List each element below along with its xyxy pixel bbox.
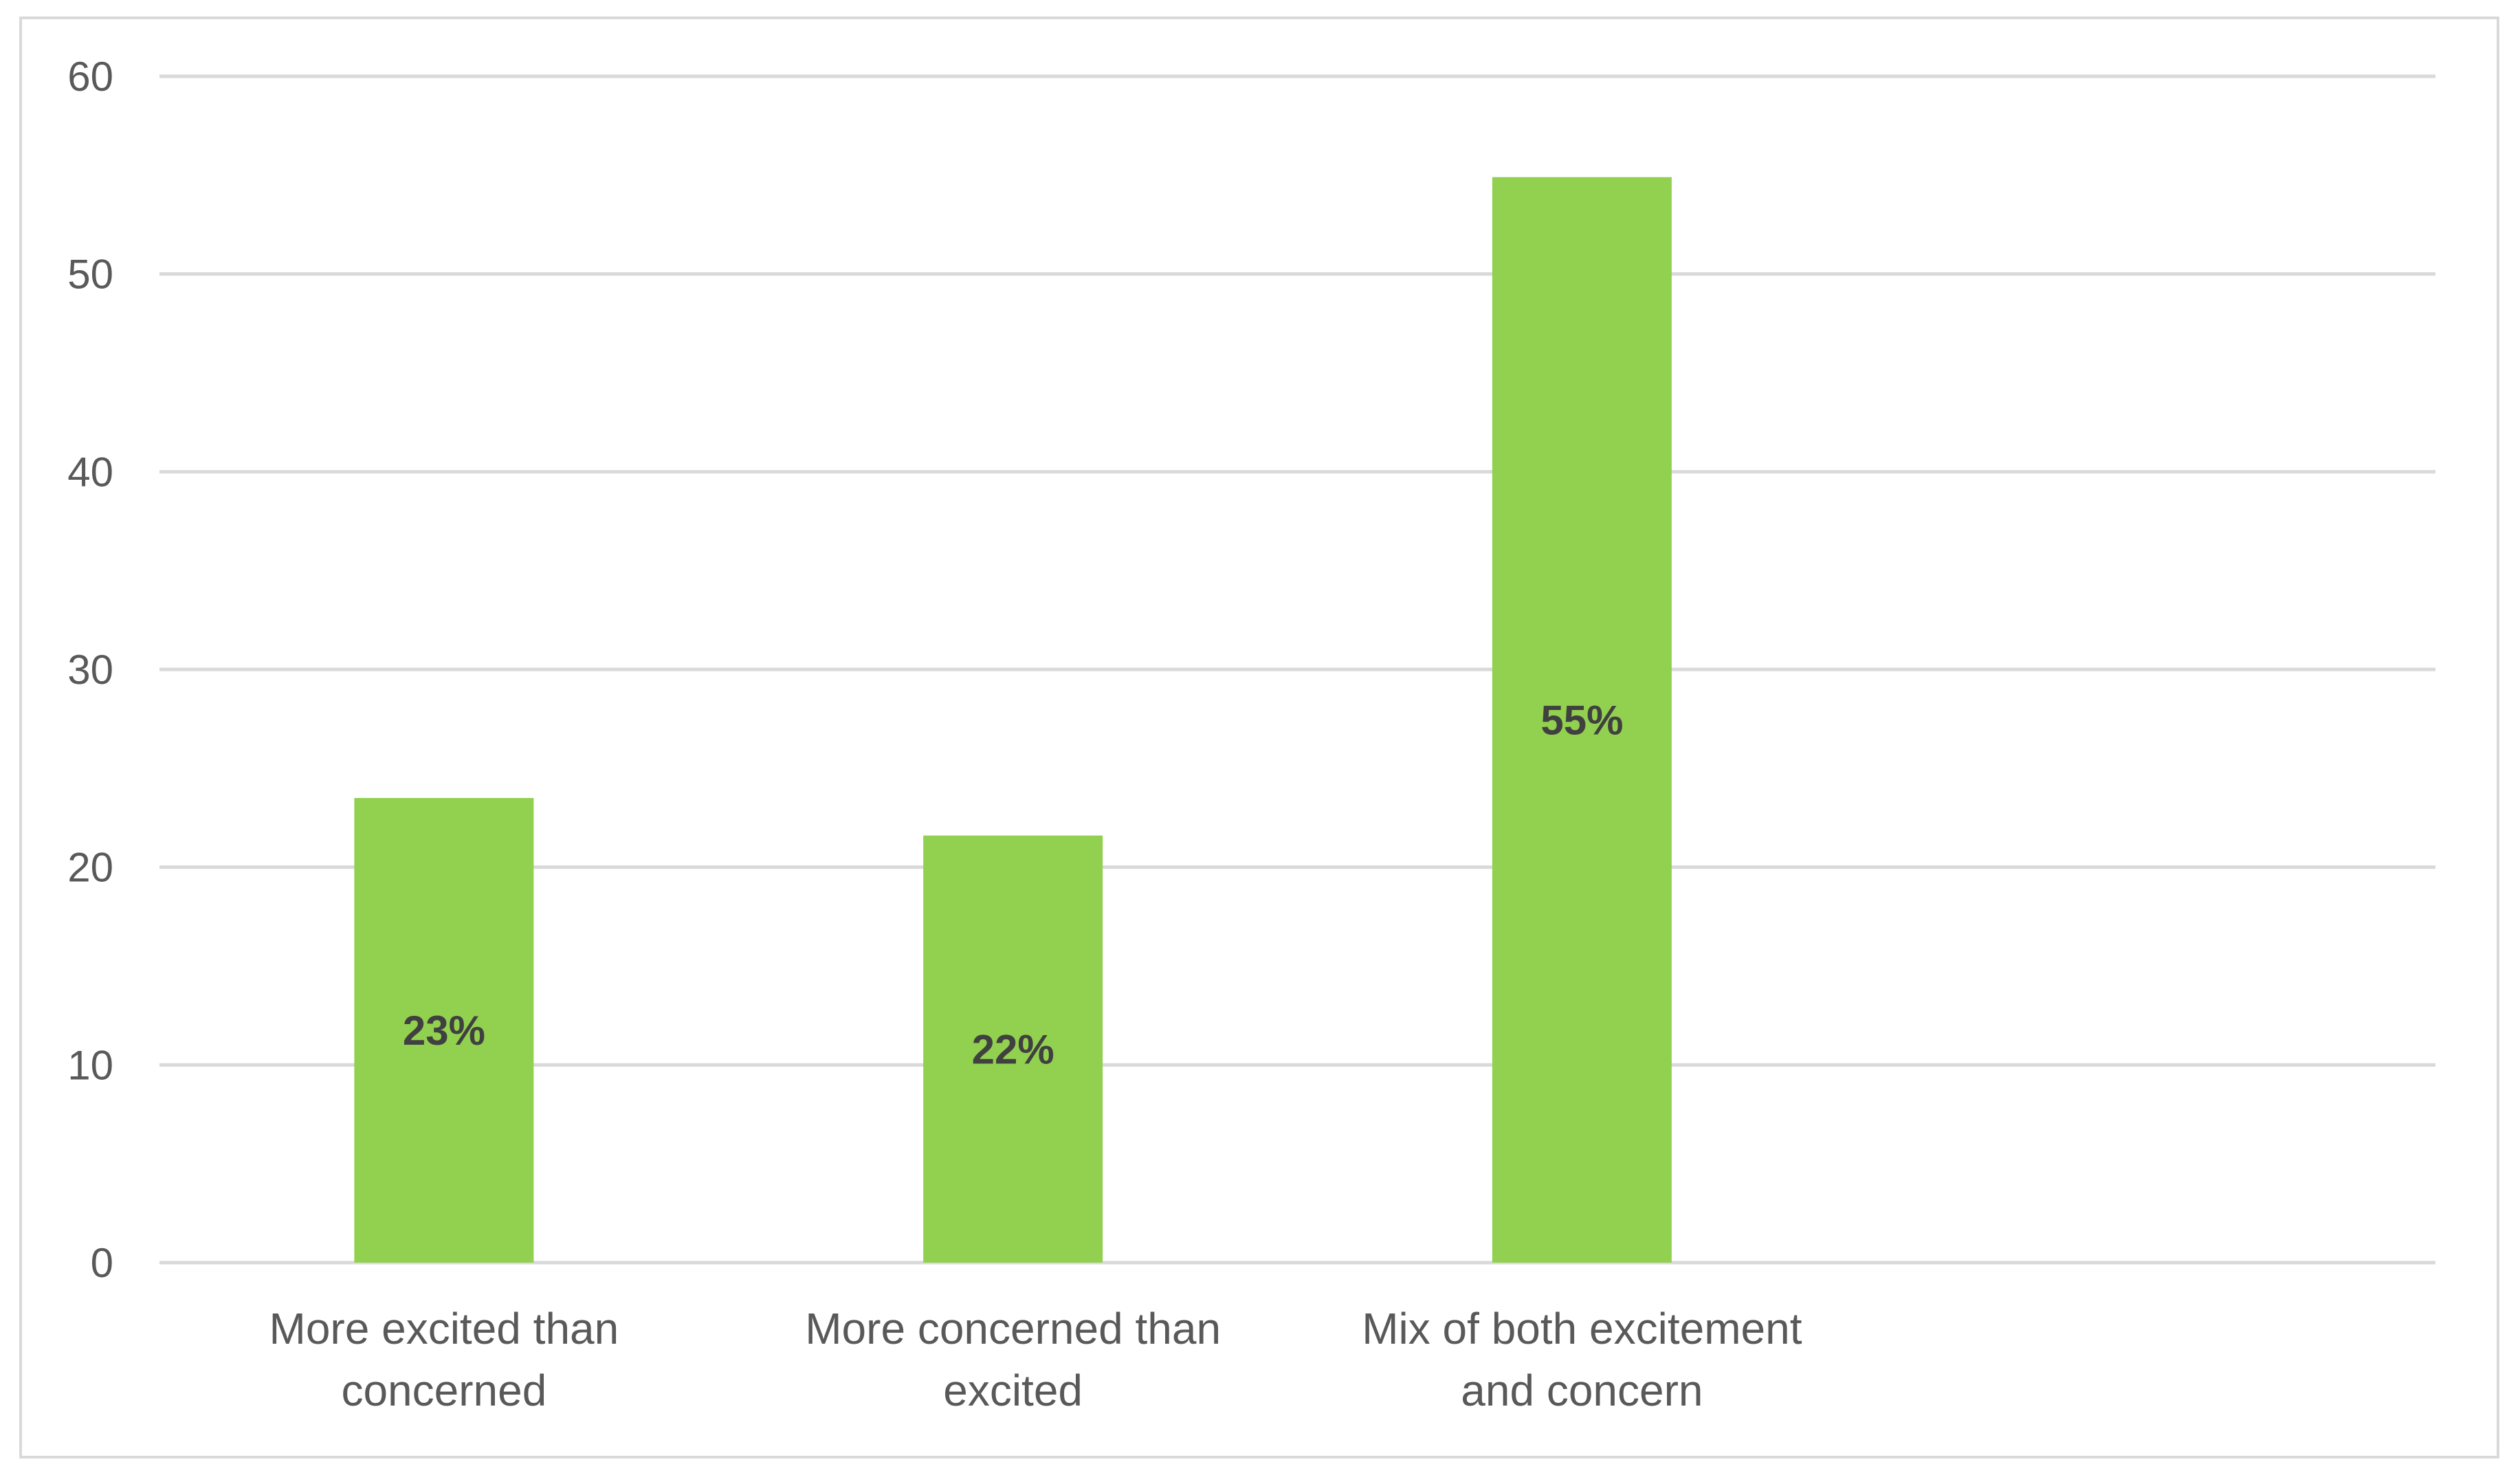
x-tick-label: More concerned than: [805, 1304, 1221, 1353]
bar: [923, 835, 1103, 1263]
y-tick-label: 60: [67, 54, 113, 100]
y-tick-label: 40: [67, 449, 113, 495]
y-tick-label: 30: [67, 647, 113, 693]
x-tick-label: and concern: [1461, 1366, 1703, 1415]
data-label: 22%: [972, 1026, 1054, 1072]
x-tick-label: Mix of both excitement: [1362, 1304, 1802, 1353]
x-tick-label: concerned: [341, 1366, 546, 1415]
y-axis: 0 10 20 30 40 50 60: [67, 54, 113, 1286]
x-tick-label: excited: [943, 1366, 1083, 1415]
x-tick-label: More excited than: [269, 1304, 619, 1353]
y-tick-label: 10: [67, 1042, 113, 1088]
bar: [354, 797, 534, 1263]
data-label: 55%: [1540, 697, 1623, 743]
data-label: 23%: [403, 1008, 485, 1054]
bar: [1492, 177, 1672, 1263]
bars: [354, 177, 1672, 1263]
y-tick-label: 20: [67, 845, 113, 891]
data-labels: 23% 22% 55%: [403, 697, 1624, 1072]
x-axis: More excited than concerned More concerned…: [269, 1304, 1802, 1415]
gridlines: [159, 74, 2435, 1265]
y-tick-label: 0: [91, 1240, 113, 1286]
y-tick-label: 50: [67, 252, 113, 298]
